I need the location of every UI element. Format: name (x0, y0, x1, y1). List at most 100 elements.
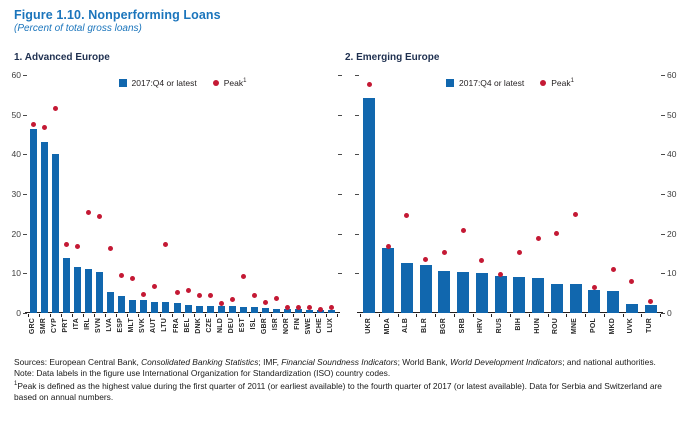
category-label-LUX: LUX (327, 318, 334, 333)
bar-RUS (494, 276, 507, 313)
source-name-italic: Consolidated Banking Statistics (141, 357, 259, 367)
x-tick (226, 314, 228, 317)
y-tick-bare-20 (355, 233, 359, 235)
bar-ROU (550, 283, 563, 313)
figure-footnotes: Sources: European Central Bank, Consolid… (14, 357, 686, 403)
x-tick (138, 314, 140, 317)
y-axis-label-40: 40 (667, 149, 677, 160)
panel-2-title: 2. Emerging Europe (345, 52, 440, 63)
peak-dot-LUX (329, 305, 334, 311)
y-tick-bare-60 (338, 75, 342, 77)
peak-dot-SMR (42, 124, 48, 130)
y-axis-label-40: 40 (11, 149, 21, 160)
panel-1-title: 1. Advanced Europe (14, 52, 110, 63)
x-tick (83, 314, 85, 317)
peak-dot-ISL (251, 292, 257, 298)
bar-legend-swatch-icon (446, 79, 455, 87)
figure-title: Figure 1.10. Nonperforming Loans (14, 8, 221, 22)
peak-dot-DEU (229, 296, 235, 302)
peak-dot-BLR (423, 257, 429, 263)
bar-FRA (173, 303, 181, 313)
y-tick-50 (661, 114, 665, 116)
peak-dot-IRL (86, 210, 92, 216)
peak-dot-CHE (317, 306, 323, 312)
x-tick (491, 314, 493, 317)
category-label-SRB: SRB (458, 318, 466, 334)
panel-2-x-axis-line (357, 312, 663, 313)
bar-ISL (250, 307, 258, 313)
x-tick (326, 314, 327, 317)
category-label-BLR: BLR (421, 318, 429, 333)
peak-dot-GRC (31, 122, 36, 128)
y-axis-label-10: 10 (667, 268, 677, 279)
peak-legend-label: Peak1 (224, 78, 247, 88)
peak-legend-dot-icon (212, 80, 219, 86)
peak-dot-GBR (262, 299, 268, 305)
x-tick (416, 314, 418, 317)
peak-dot-CZE (207, 293, 213, 299)
peak-dot-DNK (196, 293, 202, 299)
category-label-BIH: BIH (514, 318, 522, 331)
peak-legend-label: Peak1 (551, 78, 574, 88)
category-label-PRT: PRT (62, 318, 70, 333)
category-label-ESP: ESP (117, 318, 125, 333)
bar-BIH (513, 276, 526, 313)
x-tick (237, 314, 239, 317)
category-label-LVA: LVA (106, 318, 114, 332)
y-axis-label-30: 30 (667, 189, 677, 199)
y-tick-bare-50 (338, 114, 342, 116)
x-tick (270, 314, 272, 317)
bar-IRL (85, 268, 93, 313)
bar-MNE (569, 284, 582, 313)
category-label-MNE: MNE (571, 318, 579, 335)
bar-CHE (316, 310, 324, 313)
x-tick (105, 314, 107, 317)
category-label-BGR: BGR (439, 318, 447, 335)
x-tick (204, 314, 206, 317)
x-tick (127, 314, 129, 317)
peak-dot-AUT (152, 283, 158, 289)
bar-GBR (261, 308, 269, 313)
x-tick (193, 314, 195, 317)
y-tick-0 (23, 313, 27, 315)
x-tick (603, 314, 605, 317)
bar-DEU (228, 306, 236, 313)
peak-dot-HUN (535, 236, 541, 242)
source-text: ; World Bank, (397, 357, 451, 367)
footnote1-superscript: 1 (14, 380, 18, 387)
y-tick-bare-30 (355, 194, 359, 196)
y-tick-bare-10 (338, 273, 342, 275)
category-label-NLD: NLD (216, 318, 224, 333)
y-tick-40 (661, 154, 665, 156)
bar-HRV (475, 272, 488, 313)
x-tick (360, 314, 361, 317)
bar-HUN (532, 278, 545, 313)
category-label-MDA: MDA (383, 318, 391, 335)
category-label-BEL: BEL (183, 318, 191, 333)
bar-ESP (118, 296, 126, 313)
x-tick (72, 314, 74, 317)
bar-BEL (184, 304, 192, 313)
category-label-CYP: CYP (51, 318, 59, 333)
y-axis-label-20: 20 (11, 228, 21, 239)
bar-UKR (363, 98, 376, 313)
category-label-SVK: SVK (139, 318, 147, 333)
peak-dot-SRB (460, 228, 466, 233)
category-label-AUT: AUT (150, 318, 158, 333)
x-tick (303, 314, 305, 317)
y-tick-60 (661, 75, 665, 77)
y-tick-40 (23, 154, 27, 156)
peak-legend-superscript: 1 (243, 78, 247, 85)
x-tick (149, 314, 151, 317)
y-axis-label-50: 50 (667, 109, 677, 120)
bar-SVN (96, 272, 104, 313)
x-tick (182, 314, 184, 317)
x-tick (660, 314, 661, 317)
category-label-SVN: SVN (95, 318, 103, 333)
source-text: ; and national authorities. (562, 357, 656, 367)
bar-PRT (63, 257, 71, 313)
bar-NOR (283, 309, 291, 313)
bar-ALB (400, 263, 413, 313)
x-tick (171, 314, 173, 317)
